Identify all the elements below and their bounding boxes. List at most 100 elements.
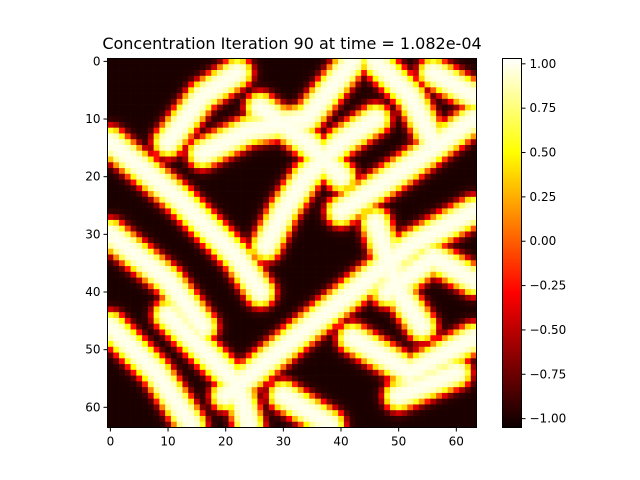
heatmap-cell [274, 323, 281, 330]
heatmap-cell [303, 225, 310, 232]
heatmap-cell [228, 294, 235, 302]
colorbar-tick-label: −1.00 [530, 412, 567, 426]
heatmap-cell [165, 277, 172, 284]
heatmap-cell [464, 317, 472, 325]
heatmap-cell [309, 179, 316, 186]
heatmap-cell [447, 110, 454, 117]
heatmap-cell [292, 346, 299, 353]
heatmap-cell [153, 364, 160, 371]
heatmap-cell [119, 156, 126, 163]
heatmap-cell [407, 58, 414, 65]
heatmap-cell [447, 104, 454, 111]
heatmap-cell [217, 98, 224, 105]
heatmap-cell [464, 156, 472, 163]
heatmap-cell [211, 398, 218, 405]
heatmap-cell [217, 127, 224, 134]
heatmap-cell [142, 364, 149, 371]
heatmap-cell [447, 225, 454, 232]
heatmap-cell [193, 289, 201, 296]
heatmap-cell [119, 341, 126, 348]
heatmap-cell [147, 248, 154, 255]
heatmap-cell [418, 93, 425, 100]
heatmap-cell [165, 237, 172, 244]
heatmap-cell [188, 387, 195, 394]
heatmap-cell [274, 87, 281, 94]
heatmap-cell [441, 289, 449, 296]
heatmap-cell [147, 110, 154, 117]
heatmap-cell [459, 312, 466, 319]
heatmap-cell [384, 81, 391, 88]
heatmap-cell [361, 375, 368, 382]
heatmap-cell [142, 243, 149, 250]
heatmap-cell [142, 225, 149, 232]
heatmap-cell [292, 248, 299, 255]
heatmap-cell [297, 219, 304, 227]
heatmap-cell [464, 191, 472, 198]
heatmap-cell [124, 358, 131, 365]
heatmap-cell [130, 214, 137, 221]
heatmap-cell [286, 81, 293, 88]
heatmap-cell [257, 317, 264, 325]
heatmap-cell [136, 392, 143, 400]
heatmap-cell [459, 237, 466, 244]
heatmap-cell [136, 196, 143, 203]
heatmap-cell [459, 271, 466, 278]
heatmap-cell [119, 144, 126, 152]
heatmap-cell [292, 421, 299, 428]
heatmap-cell [459, 133, 466, 140]
heatmap-cell [182, 150, 189, 157]
heatmap-cell [274, 277, 281, 284]
colorbar-tick-label: 1.00 [530, 57, 557, 71]
heatmap-cell [222, 168, 229, 175]
heatmap-cell [240, 104, 247, 111]
heatmap-cell [153, 75, 160, 82]
heatmap-cell [441, 392, 449, 400]
heatmap-cell [170, 127, 178, 134]
heatmap-cell [447, 404, 454, 411]
heatmap-cell [349, 260, 356, 267]
heatmap-cell [315, 341, 322, 348]
heatmap-cell [436, 398, 443, 405]
heatmap-cell [292, 237, 299, 244]
heatmap-cell [361, 381, 368, 388]
heatmap-cell [153, 110, 160, 117]
heatmap-cell [338, 398, 345, 405]
heatmap-cell [257, 243, 264, 250]
heatmap-cell [251, 64, 258, 71]
heatmap-cell [395, 168, 402, 175]
heatmap-cell [245, 254, 252, 261]
heatmap-cell [436, 271, 443, 278]
heatmap-cell [211, 127, 218, 134]
heatmap-cell [107, 168, 114, 175]
heatmap-cell [251, 289, 258, 296]
heatmap-cell [165, 70, 172, 77]
heatmap-cell [355, 121, 362, 129]
heatmap-cell [211, 421, 218, 428]
heatmap-cell [263, 306, 270, 313]
heatmap-cell [303, 294, 310, 302]
heatmap-cell [436, 369, 443, 376]
heatmap-cell [372, 64, 379, 71]
heatmap-cell [268, 150, 276, 157]
heatmap-cell [147, 289, 154, 296]
heatmap-cell [228, 64, 235, 71]
heatmap-cell [401, 150, 408, 157]
heatmap-cell [320, 87, 327, 94]
heatmap-cell [257, 58, 264, 65]
heatmap-cell [470, 156, 477, 163]
heatmap-cell [153, 283, 160, 290]
heatmap-cell [384, 70, 391, 77]
heatmap-cell [211, 116, 218, 123]
heatmap-cell [349, 116, 356, 123]
heatmap-cell [170, 219, 178, 227]
heatmap-cell [453, 294, 460, 302]
heatmap-cell [297, 300, 304, 307]
heatmap-cell [297, 415, 304, 423]
heatmap-cell [147, 116, 154, 123]
heatmap-cell [153, 341, 160, 348]
heatmap-cell [332, 121, 339, 129]
heatmap-cell [257, 144, 264, 152]
heatmap-cell [153, 398, 160, 405]
heatmap-cell [349, 225, 356, 232]
heatmap-cell [401, 243, 408, 250]
